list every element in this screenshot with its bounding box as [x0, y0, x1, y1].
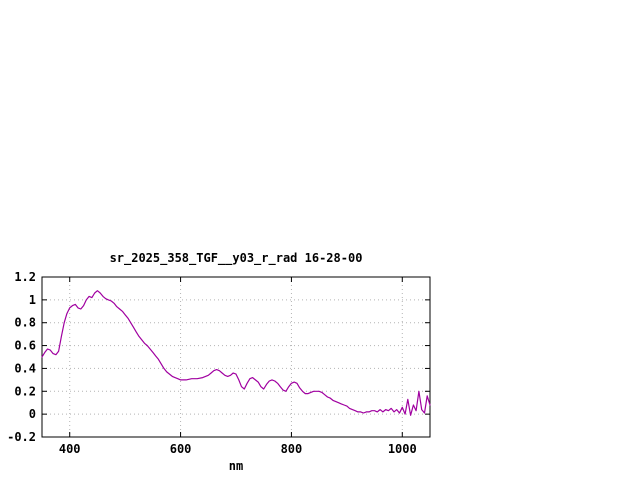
svg-text:1: 1	[29, 293, 36, 307]
svg-text:0.2: 0.2	[14, 384, 36, 398]
svg-text:0.8: 0.8	[14, 316, 36, 330]
chart-title: sr_2025_358_TGF__y03_r_rad 16-28-00	[109, 251, 363, 265]
y-tick-labels: -0.2 0 0.2 0.4 0.6 0.8 1 1.2	[7, 270, 36, 444]
svg-text:800: 800	[281, 442, 303, 456]
svg-text:0: 0	[29, 407, 36, 421]
axes-frame	[41, 276, 431, 438]
svg-text:1000: 1000	[388, 442, 417, 456]
svg-text:-0.2: -0.2	[7, 430, 36, 444]
svg-text:0.4: 0.4	[14, 361, 36, 375]
series-line	[41, 290, 431, 416]
svg-text:400: 400	[59, 442, 81, 456]
x-tick-labels: 400 600 800 1000	[59, 442, 417, 456]
grid-lines	[42, 276, 430, 438]
svg-text:1.2: 1.2	[14, 270, 36, 284]
svg-text:600: 600	[170, 442, 192, 456]
svg-text:0.6: 0.6	[14, 339, 36, 353]
x-axis-label: nm	[228, 459, 244, 473]
